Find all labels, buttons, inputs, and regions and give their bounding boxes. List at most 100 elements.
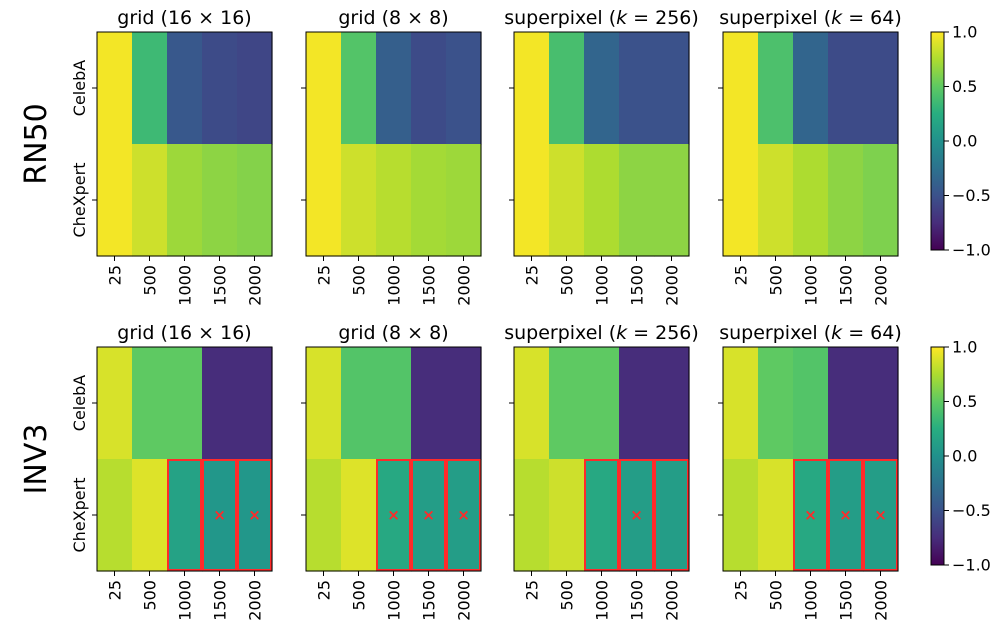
cross-marker: × [213,506,226,524]
panel-title: superpixel (k = 256) [504,322,699,344]
x-tick-label: 2000 [872,265,891,306]
heatmap-cell [828,459,864,572]
x-tick-label: 1000 [385,580,404,621]
heatmap-cell [306,144,342,257]
x-tick-label: 500 [350,580,369,611]
x-tick-label: 500 [767,265,786,296]
x-tick-label: 1500 [628,580,647,621]
heatmap-cell [202,347,238,460]
marked-cell-border [863,459,898,571]
x-tick-label: 25 [315,265,334,285]
heatmap-panel: × superpixel (k = 256) 25 500 1000 1500 2000 [504,322,699,621]
marked-cell-border [167,459,202,571]
heatmap-cell [132,459,168,572]
panel-title: superpixel (k = 64) [719,322,902,344]
marked-cell-border [446,459,481,571]
heatmap-cell [584,459,620,572]
y-tick-label: CelebA [70,375,89,431]
heatmap-cell [411,32,447,145]
heatmap-cell [723,347,759,460]
heatmap-cell [132,347,168,460]
heatmap-cell [376,347,412,460]
heatmap-cell [514,347,550,460]
x-tick-label: 1500 [837,265,856,306]
x-tick-label: 1500 [211,265,230,306]
colorbar-tick-label: −1.0 [952,556,991,575]
x-tick-label: 500 [141,265,160,296]
heatmap-cell [793,459,829,572]
heatmap-panel: superpixel (k = 64) 25 500 1000 1500 2000 [718,7,902,306]
x-tick-label: 500 [767,580,786,611]
heatmap-cell [514,144,550,257]
heatmap-cell [723,144,759,257]
heatmap-cell [446,459,482,572]
heatmap-cell [584,347,620,460]
x-tick-label: 500 [141,580,160,611]
heatmap-cell [237,459,273,572]
heatmap-cell [793,347,829,460]
x-tick-label: 2000 [455,265,474,306]
heatmap-cell [97,347,133,460]
heatmap-cell [446,32,482,145]
x-tick-label: 2000 [246,580,265,621]
heatmap-cell [619,347,655,460]
cross-marker: × [387,506,400,524]
colorbar: 1.0 0.5 0.0 −0.5 −1.0 [930,23,991,260]
x-tick-label: 1500 [837,580,856,621]
heatmap-cell [341,144,377,257]
heatmap-cell [723,459,759,572]
x-tick-label: 1500 [211,580,230,621]
heatmap-panel: grid (8 × 8) 25 500 1000 1500 2000 [301,7,482,306]
heatmap-cell [654,459,690,572]
heatmap-cell [549,347,585,460]
colorbar-tick-label: 0.5 [952,392,977,411]
x-tick-label: 1000 [176,265,195,306]
heatmap-cell [97,459,133,572]
x-tick-label: 1000 [593,580,612,621]
colorbar-tick-label: 0.0 [952,132,977,151]
x-tick-label: 25 [315,580,334,600]
x-tick-label: 1000 [802,265,821,306]
heatmap-cell [446,347,482,460]
panel-title: superpixel (k = 256) [504,7,699,29]
x-tick-label: 2000 [455,580,474,621]
colorbar-tick-label: 0.0 [952,447,977,466]
heatmap-cell [758,32,794,145]
colorbar-tick-label: −0.5 [952,501,991,520]
y-tick-label: CheXpert [70,478,89,553]
cross-marker: × [874,506,887,524]
heatmap-cell [341,32,377,145]
x-tick-label: 25 [106,580,125,600]
colorbar: 1.0 0.5 0.0 −0.5 −1.0 [930,338,991,575]
colorbar-gradient [930,346,945,566]
marked-cell-border [411,459,446,571]
heatmap-cell [341,459,377,572]
panel-title: superpixel (k = 64) [719,7,902,29]
heatmap-cell [654,347,690,460]
heatmap-cell [863,144,899,257]
heatmap-cell [237,144,273,257]
heatmap-panel: grid (16 × 16) CelebA CheXpert 25 500 1000 150… [70,7,273,306]
heatmap-cell [167,459,203,572]
panel-title: grid (16 × 16) [117,322,251,344]
colorbar-gradient [930,31,945,251]
heatmap-cell [619,459,655,572]
heatmap-cell [758,459,794,572]
heatmap-cell [237,32,273,145]
marked-cell-border [654,459,689,571]
heatmap-cell [654,32,690,145]
heatmap-cell [167,32,203,145]
marked-cell-border [202,459,237,571]
x-tick-label: 2000 [246,265,265,306]
heatmap-cell [237,347,273,460]
heatmap-panel: × × × grid (8 × 8) 25 500 1000 1500 2000 [301,322,482,621]
heatmap-cell [828,32,864,145]
heatmap-cell [828,347,864,460]
heatmap-panel: superpixel (k = 256) 25 500 1000 1500 2000 [504,7,699,306]
colorbar-tick-label: 1.0 [952,338,977,357]
heatmap-cell [167,144,203,257]
x-tick-label: 1000 [176,580,195,621]
x-tick-label: 1500 [420,265,439,306]
x-tick-label: 500 [558,580,577,611]
heatmap-cell [549,32,585,145]
